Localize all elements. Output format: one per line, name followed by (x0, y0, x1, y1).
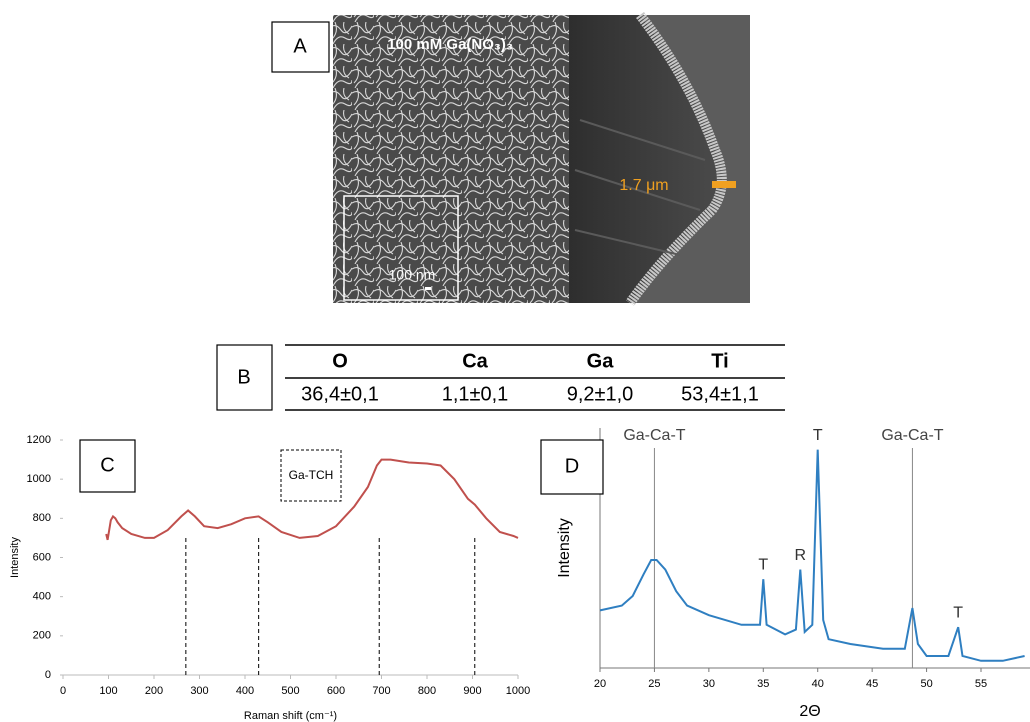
x-tick-label: 600 (327, 685, 345, 697)
y-tick-label: 200 (33, 630, 51, 642)
sem-image-left (333, 15, 569, 303)
y-tick-label: 800 (33, 512, 51, 524)
y-tick-label: 1000 (27, 473, 51, 485)
x-tick-label: 500 (281, 685, 299, 697)
table-cell: 1,1±0,1 (442, 383, 509, 405)
panel-label: C (100, 454, 114, 476)
x-tick-label: 200 (145, 685, 163, 697)
x-axis-title: 2Θ (799, 703, 820, 720)
x-tick-label: 35 (757, 678, 769, 690)
peak-label: T (813, 427, 823, 444)
x-tick-label: 400 (236, 685, 254, 697)
x-tick-label: 20 (594, 678, 606, 690)
charts: 0 200 400 600 800 1000 1200 0 100 200 300 400 500 600… (9, 427, 1030, 722)
panel-label: B (237, 366, 250, 388)
y-tick-label: 400 (33, 591, 51, 603)
panel-label: A (293, 35, 307, 57)
x-tick-label: 900 (463, 685, 481, 697)
peak-label: T (758, 556, 768, 573)
table-header: Ti (711, 350, 728, 372)
x-tick-label: 30 (703, 678, 715, 690)
scale-bar (425, 287, 431, 290)
x-axis-title: Raman shift (cm⁻¹) (244, 710, 337, 722)
table-cell: 36,4±0,1 (301, 383, 379, 405)
table-header: Ca (462, 350, 488, 372)
y-axis-title: Intensity (556, 518, 573, 578)
peak-label: R (795, 547, 807, 564)
image-caption: 100 mM Ga(NO₃)₃ (387, 36, 513, 53)
x-tick-label: 100 (99, 685, 117, 697)
table-cell: 9,2±1,0 (567, 383, 634, 405)
reference-label: Ga-Ca-T (881, 427, 943, 444)
x-tick-label: 300 (190, 685, 208, 697)
figure: 100 mM Ga(NO₃)₃ 100 nm 1.7 μm A B O Ca Ga T… (0, 0, 1030, 722)
table-cell: 53,4±1,1 (681, 383, 759, 405)
y-tick-label: 0 (45, 669, 51, 681)
x-tick-label: 45 (866, 678, 878, 690)
x-tick-label: 25 (648, 678, 660, 690)
thickness-bar (712, 181, 736, 188)
y-tick-label: 1200 (27, 434, 51, 446)
x-tick-label: 40 (812, 678, 824, 690)
x-tick-label: 0 (60, 685, 66, 697)
scale-bar-label: 100 nm (389, 267, 436, 283)
table-header: Ga (587, 350, 615, 372)
thickness-label: 1.7 μm (619, 177, 668, 194)
reference-label: Ga-Ca-T (623, 427, 685, 444)
x-tick-label: 800 (418, 685, 436, 697)
y-tick-label: 600 (33, 551, 51, 563)
data-line (600, 450, 1025, 661)
table-header: O (332, 350, 348, 372)
x-tick-label: 50 (920, 678, 932, 690)
panel-b: B O Ca Ga Ti 36,4±0,1 1,1±0,1 9,2±1,0 53,4±1,1 (217, 345, 785, 410)
annotation: Ga-TCH (289, 468, 334, 482)
x-tick-label: 55 (975, 678, 987, 690)
panel-label: D (565, 455, 579, 477)
peak-label: T (953, 604, 963, 621)
panel-a: 100 mM Ga(NO₃)₃ 100 nm 1.7 μm A (272, 15, 750, 303)
y-axis-title: Intensity (9, 537, 21, 578)
x-tick-label: 1000 (506, 685, 530, 697)
x-tick-label: 700 (372, 685, 390, 697)
